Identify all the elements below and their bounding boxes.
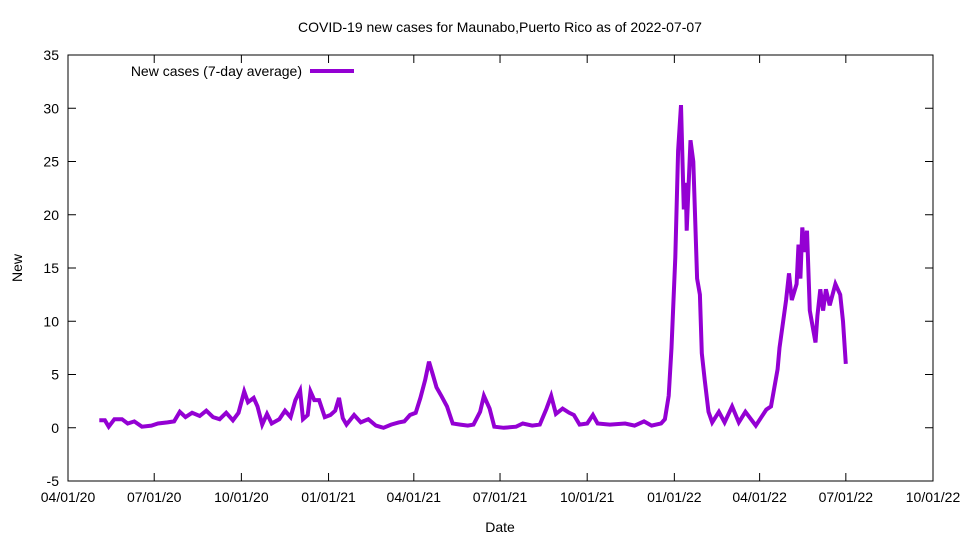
x-tick-label: 07/01/22: [819, 489, 874, 505]
x-tick-label: 10/01/22: [906, 489, 960, 505]
x-tick-label: 01/01/22: [647, 489, 702, 505]
legend-label: New cases (7-day average): [131, 63, 302, 79]
chart-title: COVID-19 new cases for Maunabo,Puerto Ri…: [298, 19, 702, 35]
x-tick-label: 04/01/22: [732, 489, 787, 505]
x-tick-label: 10/01/21: [560, 489, 615, 505]
x-tick-label: 10/01/20: [214, 489, 269, 505]
y-tick-label: -5: [47, 473, 60, 489]
x-axis-label: Date: [485, 519, 515, 535]
legend: New cases (7-day average): [131, 63, 354, 79]
x-tick-label: 04/01/20: [41, 489, 96, 505]
x-axis: 04/01/20 07/01/20 10/01/20 01/01/21 04/01/21…: [41, 55, 960, 505]
series-line-0: [99, 104, 848, 431]
y-tick-label: 25: [43, 154, 59, 170]
y-tick-label: 30: [43, 100, 59, 116]
y-tick-label: 5: [51, 367, 59, 383]
series-group: [99, 104, 848, 431]
y-axis: -5 0 5 10 15 20 25 30 35: [43, 47, 933, 489]
x-tick-label: 07/01/21: [473, 489, 528, 505]
x-tick-label: 07/01/20: [127, 489, 182, 505]
y-tick-label: 20: [43, 207, 59, 223]
x-tick-label: 01/01/21: [301, 489, 356, 505]
y-tick-label: 35: [43, 47, 59, 63]
y-axis-label: New: [9, 253, 25, 282]
y-tick-label: 10: [43, 313, 59, 329]
y-tick-label: 0: [51, 420, 59, 436]
y-tick-label: 15: [43, 260, 59, 276]
x-tick-label: 04/01/21: [387, 489, 442, 505]
